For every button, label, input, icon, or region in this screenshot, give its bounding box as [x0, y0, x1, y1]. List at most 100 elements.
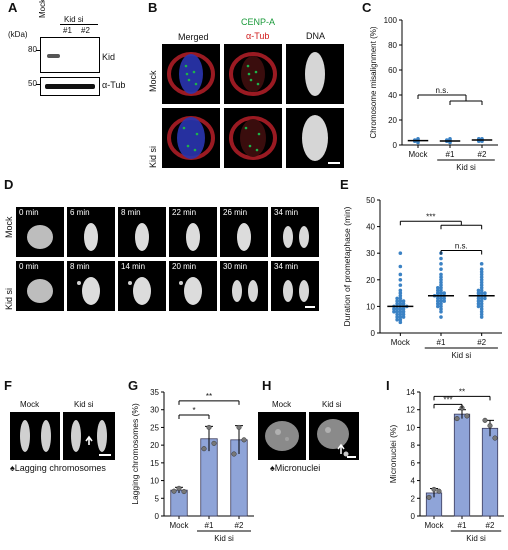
data-point — [479, 280, 484, 285]
panel-label-i: I — [386, 378, 390, 393]
image-f-kid — [63, 412, 115, 460]
data-point — [398, 272, 403, 277]
image-kid-cenpa-tub — [224, 108, 282, 168]
x-tick-label: #1 — [458, 521, 467, 530]
timelapse-frame: 14 min — [118, 261, 166, 311]
data-point — [436, 288, 440, 293]
x-tick-label: #2 — [478, 150, 487, 159]
data-point — [439, 315, 443, 319]
row-label-kid: Kid si — [148, 145, 158, 168]
data-point — [436, 304, 440, 309]
chromosome-mass — [82, 277, 100, 305]
data-point — [479, 304, 484, 309]
frame-time-label: 8 min — [70, 262, 90, 271]
chromosome-mass — [283, 226, 293, 248]
group-label: Kid si — [214, 534, 234, 543]
timelapse-frame: 0 min — [16, 261, 64, 311]
data-point — [479, 283, 484, 287]
data-point — [442, 299, 446, 303]
chromosome-mass — [299, 280, 309, 302]
x-tick-label: #2 — [486, 521, 495, 530]
data-point — [442, 291, 446, 295]
data-point — [448, 136, 452, 141]
y-tick-label: 25 — [150, 423, 159, 432]
stray-chromosome — [77, 281, 81, 285]
band-label-tub: α-Tub — [102, 80, 126, 90]
x-tick-label: Mock — [424, 521, 444, 530]
data-point — [439, 296, 443, 301]
group-label: Kid si — [466, 534, 486, 543]
frame-time-label: 8 min — [121, 208, 141, 217]
y-tick-label: 100 — [384, 16, 398, 25]
chromosome-mass — [237, 223, 251, 251]
chromosome-mass — [186, 223, 200, 251]
kda-unit: (kDa) — [8, 30, 28, 39]
frame-time-label: 34 min — [274, 262, 299, 271]
frame-time-label: 0 min — [19, 208, 39, 217]
bar — [453, 413, 471, 517]
y-tick-label: 20 — [366, 276, 375, 285]
y-tick-label: 10 — [150, 477, 159, 486]
row-label-mock-d: Mock — [4, 216, 14, 238]
data-point — [398, 317, 403, 322]
lane-2: #2 — [81, 26, 90, 35]
y-tick-label: 0 — [371, 329, 376, 338]
frame-time-label: 30 min — [223, 262, 248, 271]
y-axis-title: Micronuclei (%) — [388, 425, 398, 484]
bar — [170, 489, 188, 517]
chromosome-mass — [283, 280, 293, 302]
data-point — [398, 288, 403, 293]
data-point — [398, 296, 403, 301]
data-point — [454, 416, 460, 422]
mw-marker-80: 80 — [28, 45, 37, 54]
data-point — [439, 280, 443, 285]
data-point — [476, 288, 481, 293]
data-point — [398, 251, 403, 255]
chromosome-mass — [184, 277, 202, 305]
data-point — [436, 296, 440, 301]
y-axis-title: Chromosome misalignment (%) — [369, 26, 378, 138]
significance-label: *** — [426, 212, 435, 221]
data-point — [171, 488, 177, 494]
significance-label: ** — [206, 392, 212, 401]
y-tick-label: 15 — [150, 459, 159, 468]
y-tick-label: 8 — [411, 441, 416, 450]
data-point — [241, 437, 247, 443]
data-point — [479, 270, 484, 274]
data-point — [398, 278, 403, 282]
stray-chromosome — [128, 281, 132, 285]
y-tick-label: 20 — [150, 441, 159, 450]
blot-membrane-tub — [40, 77, 100, 96]
data-point — [439, 301, 443, 306]
data-point — [479, 307, 484, 311]
data-point — [439, 291, 443, 295]
data-point — [392, 307, 396, 311]
chromosome-mass — [248, 280, 258, 302]
chart-lagging: 0 5 10 15 20 25 30 35 Lagging chromosomes (%) Moc… — [130, 388, 254, 543]
panel-label-d: D — [4, 177, 14, 192]
data-point — [439, 262, 443, 266]
label-h-kid: Kid si — [322, 400, 342, 409]
data-point — [176, 485, 182, 491]
frame-time-label: 20 min — [172, 262, 197, 271]
data-point — [398, 291, 403, 295]
data-point — [439, 283, 443, 287]
significance-label: ** — [459, 387, 465, 396]
data-point — [395, 296, 399, 301]
data-point — [436, 285, 440, 290]
data-point — [236, 424, 242, 430]
data-point — [436, 291, 440, 295]
y-tick-label: 80 — [388, 41, 397, 50]
lane-group-label: Kid si — [64, 15, 84, 24]
data-point — [181, 489, 187, 495]
frame-time-label: 34 min — [274, 208, 299, 217]
data-point — [487, 423, 493, 429]
y-tick-label: 30 — [150, 406, 159, 415]
panel-label-g: G — [128, 378, 139, 393]
data-point — [439, 304, 443, 309]
image-f-mock — [10, 412, 60, 460]
y-tick-label: 35 — [150, 388, 159, 397]
tick-80 — [36, 50, 41, 51]
y-tick-label: 14 — [406, 388, 415, 397]
